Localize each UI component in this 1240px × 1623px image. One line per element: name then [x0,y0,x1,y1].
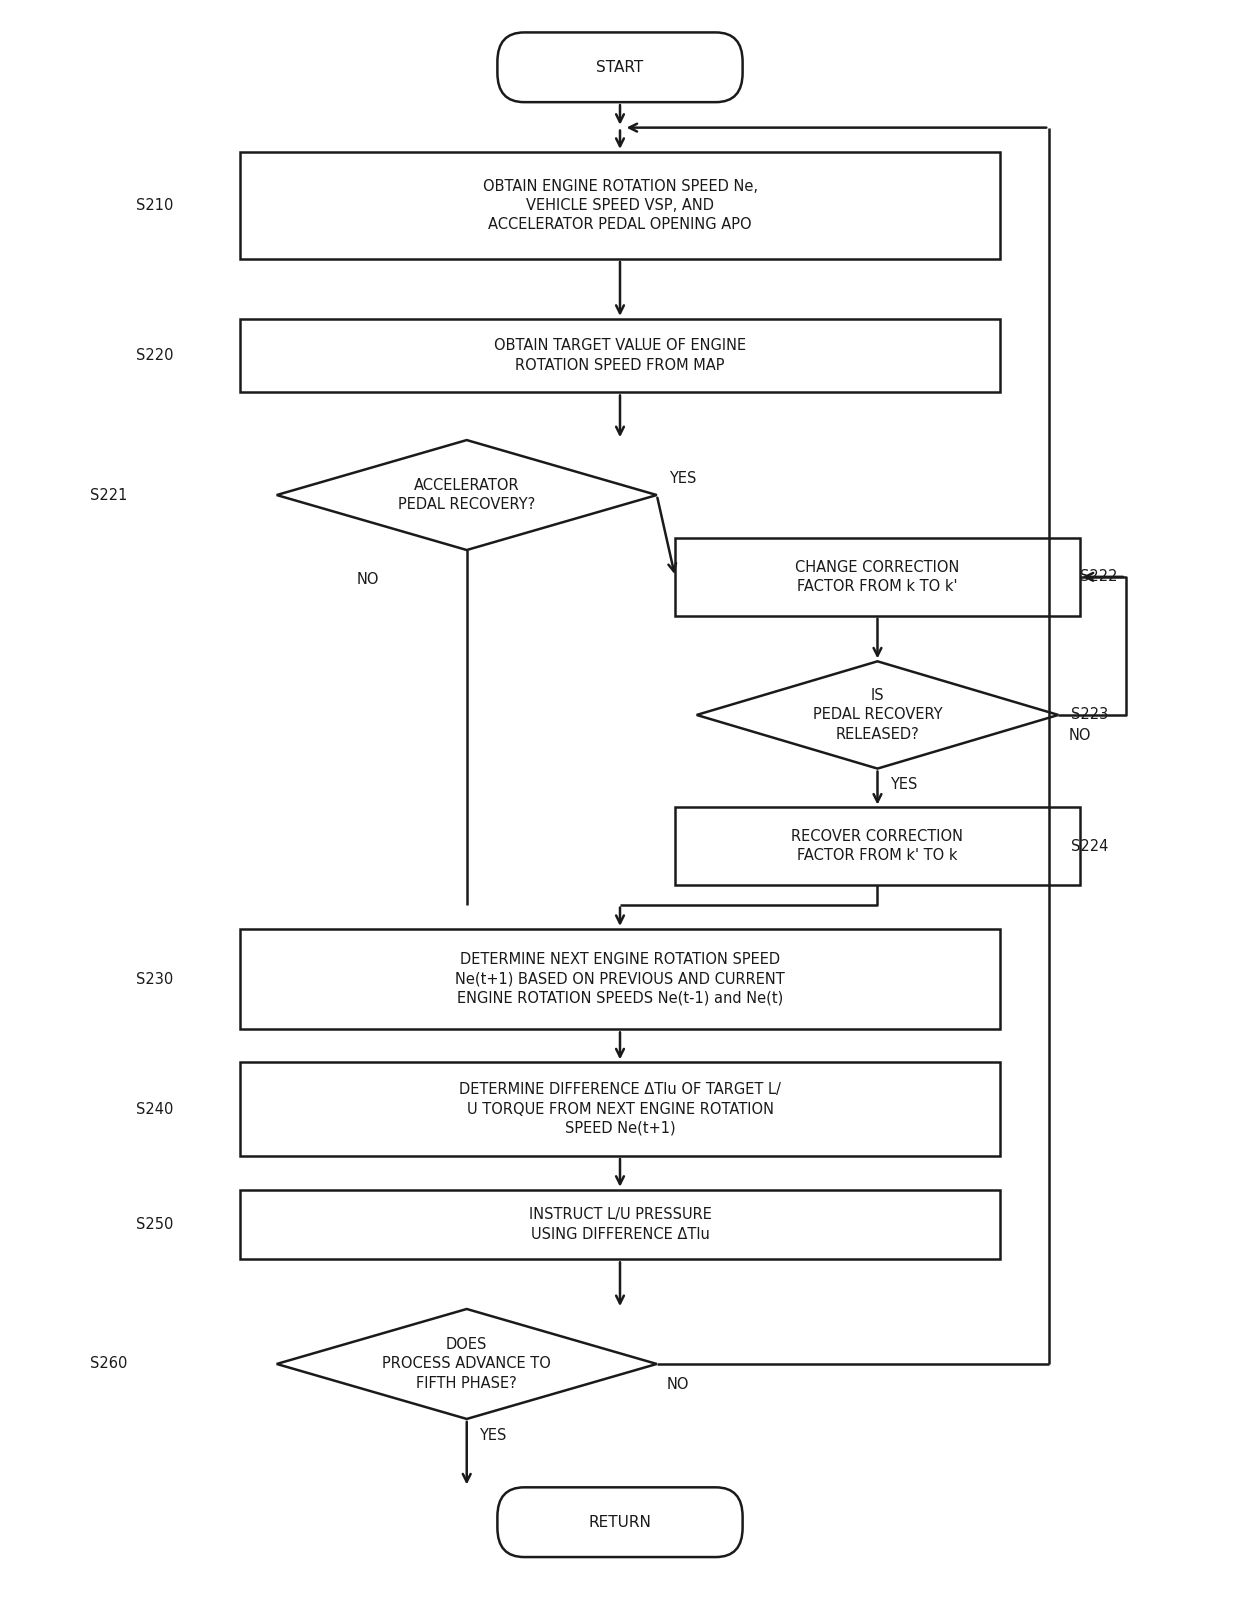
Text: YES: YES [670,471,697,487]
Text: S224: S224 [1071,839,1109,854]
Text: S250: S250 [135,1217,174,1232]
Text: START: START [596,60,644,75]
Text: RECOVER CORRECTION
FACTOR FROM k' TO k: RECOVER CORRECTION FACTOR FROM k' TO k [791,829,963,863]
Text: OBTAIN ENGINE ROTATION SPEED Ne,
VEHICLE SPEED VSP, AND
ACCELERATOR PEDAL OPENIN: OBTAIN ENGINE ROTATION SPEED Ne, VEHICLE… [482,179,758,232]
Text: S260: S260 [91,1357,128,1371]
Text: DETERMINE NEXT ENGINE ROTATION SPEED
Ne(t+1) BASED ON PREVIOUS AND CURRENT
ENGIN: DETERMINE NEXT ENGINE ROTATION SPEED Ne(… [455,953,785,1006]
Bar [239,928,1001,1029]
Text: OBTAIN TARGET VALUE OF ENGINE
ROTATION SPEED FROM MAP: OBTAIN TARGET VALUE OF ENGINE ROTATION S… [494,339,746,373]
Bar [239,318,1001,393]
Bar [675,808,1080,885]
Polygon shape [697,661,1058,769]
Text: YES: YES [890,777,918,792]
Text: S210: S210 [135,198,174,213]
Bar [239,153,1001,260]
Text: RETURN: RETURN [589,1514,651,1530]
Text: S240: S240 [135,1102,174,1117]
Text: S221: S221 [91,487,128,503]
Text: S223: S223 [1071,708,1109,722]
Text: IS
PEDAL RECOVERY
RELEASED?: IS PEDAL RECOVERY RELEASED? [812,688,942,742]
Bar [239,1061,1001,1156]
Text: S220: S220 [135,347,174,364]
Text: S222: S222 [1080,570,1117,584]
Bar [675,537,1080,615]
Polygon shape [277,1310,657,1419]
FancyBboxPatch shape [497,32,743,102]
Text: INSTRUCT L/U PRESSURE
USING DIFFERENCE ΔTlu: INSTRUCT L/U PRESSURE USING DIFFERENCE Δ… [528,1208,712,1242]
Polygon shape [277,440,657,550]
Text: DOES
PROCESS ADVANCE TO
FIFTH PHASE?: DOES PROCESS ADVANCE TO FIFTH PHASE? [382,1337,551,1391]
Text: NO: NO [356,571,379,588]
Text: CHANGE CORRECTION
FACTOR FROM k TO k': CHANGE CORRECTION FACTOR FROM k TO k' [795,560,960,594]
Text: NO: NO [667,1376,689,1391]
Text: ACCELERATOR
PEDAL RECOVERY?: ACCELERATOR PEDAL RECOVERY? [398,477,536,513]
Text: DETERMINE DIFFERENCE ΔTlu OF TARGET L/
U TORQUE FROM NEXT ENGINE ROTATION
SPEED : DETERMINE DIFFERENCE ΔTlu OF TARGET L/ U… [459,1083,781,1136]
Bar [239,1190,1001,1259]
Text: YES: YES [479,1428,506,1443]
Text: NO: NO [1068,727,1091,743]
FancyBboxPatch shape [497,1487,743,1556]
Text: S230: S230 [135,972,172,987]
